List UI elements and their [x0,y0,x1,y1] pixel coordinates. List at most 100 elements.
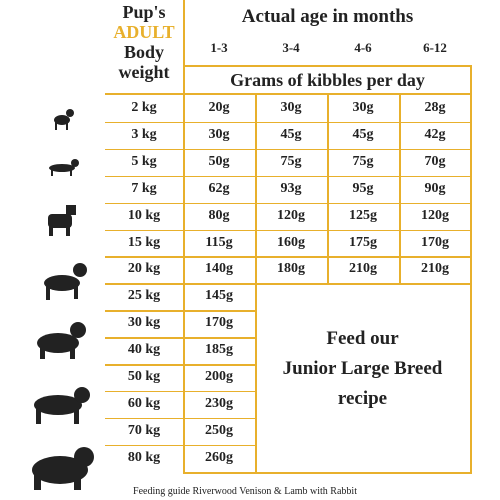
row-line [183,229,470,231]
grams-cell: 80g [208,207,230,223]
border [470,65,472,472]
grams-cell: 120g [421,207,449,223]
note-line: Feed our [326,328,399,350]
row-line [105,256,183,258]
dog-icons [32,109,94,490]
grams-cell: 160g [277,234,305,250]
grams-cell: 50g [208,153,230,169]
age-column: 4-6 [354,40,372,55]
weight-cell: 60 kg [127,395,161,411]
weight-cell: 40 kg [127,342,161,358]
weight-cell: 10 kg [127,207,161,223]
grams-cell: 185g [205,342,233,358]
grams-cell: 90g [424,180,446,196]
weight-cell: 3 kg [131,126,157,142]
row-line [105,444,183,447]
row-line [105,417,183,420]
unit-title: Grams of kibbles per day [230,70,425,90]
border [183,0,185,472]
grams-cell: 45g [352,126,374,142]
age-column: 6-12 [423,40,447,55]
row-line [183,283,255,285]
age-title: Actual age in months [241,6,414,27]
grams-cell: 250g [205,422,233,438]
grams-cell: 170g [205,315,233,331]
grams-cell: 42g [424,126,446,142]
grams-cell: 260g [205,449,233,465]
row-line [183,310,255,312]
footer: Feeding guide Riverwood Venison & Lamb w… [133,486,357,497]
row-line [105,390,183,393]
row-line [105,364,183,366]
grams-cell: 75g [352,153,374,169]
note-line: Junior Large Breed [282,358,443,380]
weight-cell: 25 kg [127,288,161,304]
age-column: 3-4 [282,40,300,55]
grams-cell: 145g [205,288,233,304]
grams-cell: 120g [277,207,305,223]
row-line [105,337,183,339]
row-line [105,283,183,285]
grams-cell: 180g [277,261,305,277]
header-line: weight [118,62,170,82]
header-line: Body [123,42,165,62]
header-line: Pup's [122,2,166,22]
header-line: ADULT [113,22,175,42]
row-line [105,202,183,205]
weight-cell: 30 kg [127,315,161,331]
grams-cell: 230g [205,395,233,411]
row-line [183,121,470,124]
grams-cell: 45g [280,126,302,142]
border [183,93,470,95]
grams-cell: 125g [349,207,377,223]
row-line [183,148,470,151]
border [399,95,401,284]
note-line: recipe [337,388,388,410]
row-line [183,337,255,339]
row-line [105,148,183,151]
row-line [105,310,183,312]
weight-header: Pup's ADULT Body weight [105,2,183,82]
row-line [183,417,255,420]
weight-cell: 15 kg [127,234,161,250]
row-line [183,444,255,447]
weight-cell: 5 kg [131,153,157,169]
grams-cell: 30g [352,100,374,115]
weight-cell: 7 kg [131,180,157,196]
weight-cell: 80 kg [127,449,161,465]
grams-cell: 30g [280,100,302,115]
grams-cell: 170g [421,234,449,250]
row-line [183,390,255,393]
weight-cell: 70 kg [127,422,161,438]
border [183,471,472,474]
grams-cell: 140g [205,261,233,277]
grams-cell: 20g [208,100,230,115]
weight-cell: 2 kg [131,100,157,115]
grams-cell: 115g [205,234,233,250]
grams-cell: 28g [424,100,446,115]
grams-cell: 75g [280,153,302,169]
row-line [105,175,183,178]
row-line [183,202,470,205]
weight-cell: 50 kg [127,369,161,384]
grams-cell: 62g [208,180,230,196]
border [105,93,183,95]
grams-cell: 175g [349,234,377,250]
grams-cell: 70g [424,153,446,169]
weight-cell: 20 kg [127,261,161,277]
row-line [183,256,470,258]
border [255,283,470,286]
grams-cell: 210g [421,261,449,277]
row-line [183,364,255,366]
row-line [183,175,470,178]
grams-cell: 95g [352,180,374,196]
grams-cell: 200g [205,369,233,384]
border [183,65,470,67]
row-line [105,229,183,231]
grams-cell: 210g [349,261,377,277]
grams-cell: 93g [280,180,302,196]
age-column: 1-3 [210,40,228,55]
row-line [105,121,183,124]
grams-cell: 30g [208,126,230,142]
